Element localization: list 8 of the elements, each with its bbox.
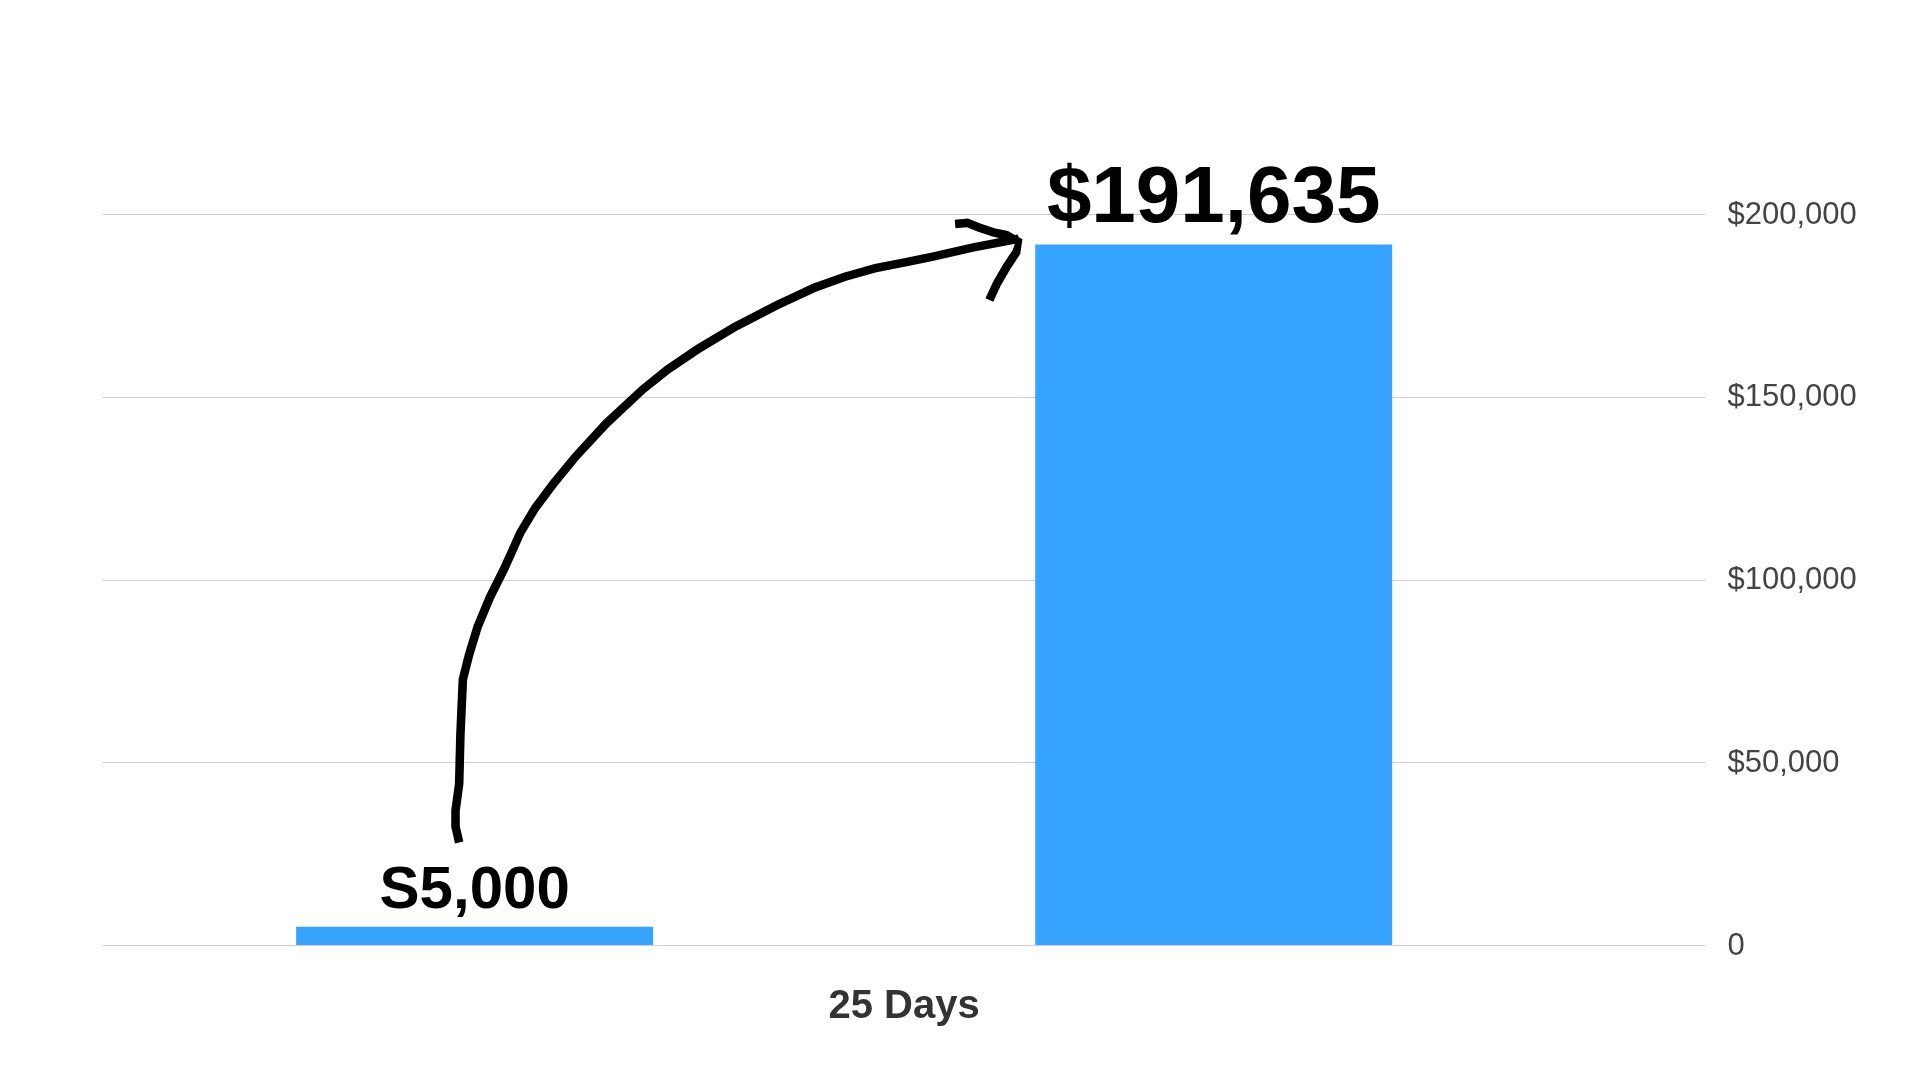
y-tick-label: $150,000	[1727, 378, 1857, 414]
y-tick-label: $200,000	[1727, 195, 1857, 231]
data-label: $191,635	[1046, 149, 1381, 239]
y-tick-label: 0	[1727, 926, 1745, 962]
x-axis-title: 25 Days	[828, 981, 980, 1026]
y-tick-label: $100,000	[1727, 561, 1857, 596]
y-tick-label: $50,000	[1727, 743, 1840, 779]
data-label: S5,000	[379, 853, 570, 921]
